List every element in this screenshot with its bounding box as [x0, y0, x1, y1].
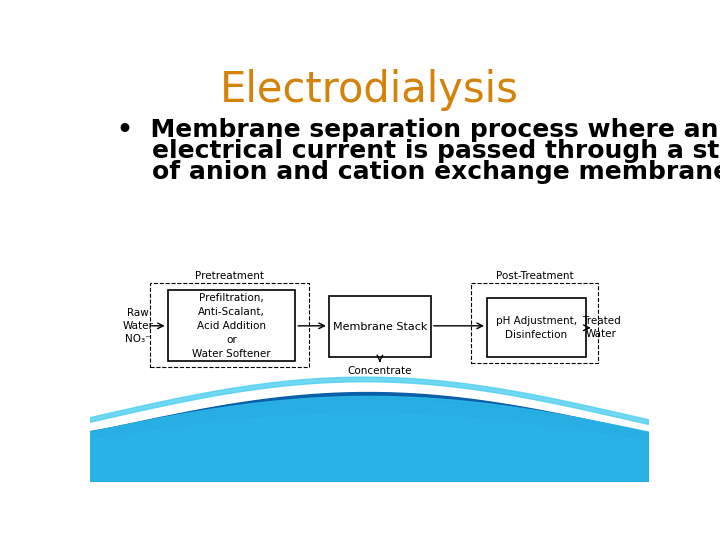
Text: of anion and cation exchange membranes: of anion and cation exchange membranes [117, 160, 720, 184]
Text: electrical current is passed through a stack: electrical current is passed through a s… [117, 139, 720, 163]
Text: Treated
Water: Treated Water [582, 316, 621, 339]
FancyBboxPatch shape [329, 296, 431, 357]
Text: Raw
Water
NO₃⁻: Raw Water NO₃⁻ [122, 308, 153, 344]
Text: Pretreatment: Pretreatment [195, 271, 264, 281]
Text: Electrodialysis: Electrodialysis [220, 69, 518, 111]
Text: •  Membrane separation process where an: • Membrane separation process where an [117, 118, 719, 142]
Text: pH Adjustment,
Disinfection: pH Adjustment, Disinfection [496, 316, 577, 340]
Text: Membrane Stack: Membrane Stack [333, 322, 427, 332]
FancyBboxPatch shape [487, 298, 586, 357]
FancyBboxPatch shape [168, 291, 295, 361]
Text: Concentrate: Concentrate [348, 366, 412, 376]
Text: Post-Treatment: Post-Treatment [495, 271, 573, 281]
Text: Prefiltration,
Anti-Scalant,
Acid Addition
or
Water Softener: Prefiltration, Anti-Scalant, Acid Additi… [192, 293, 271, 359]
